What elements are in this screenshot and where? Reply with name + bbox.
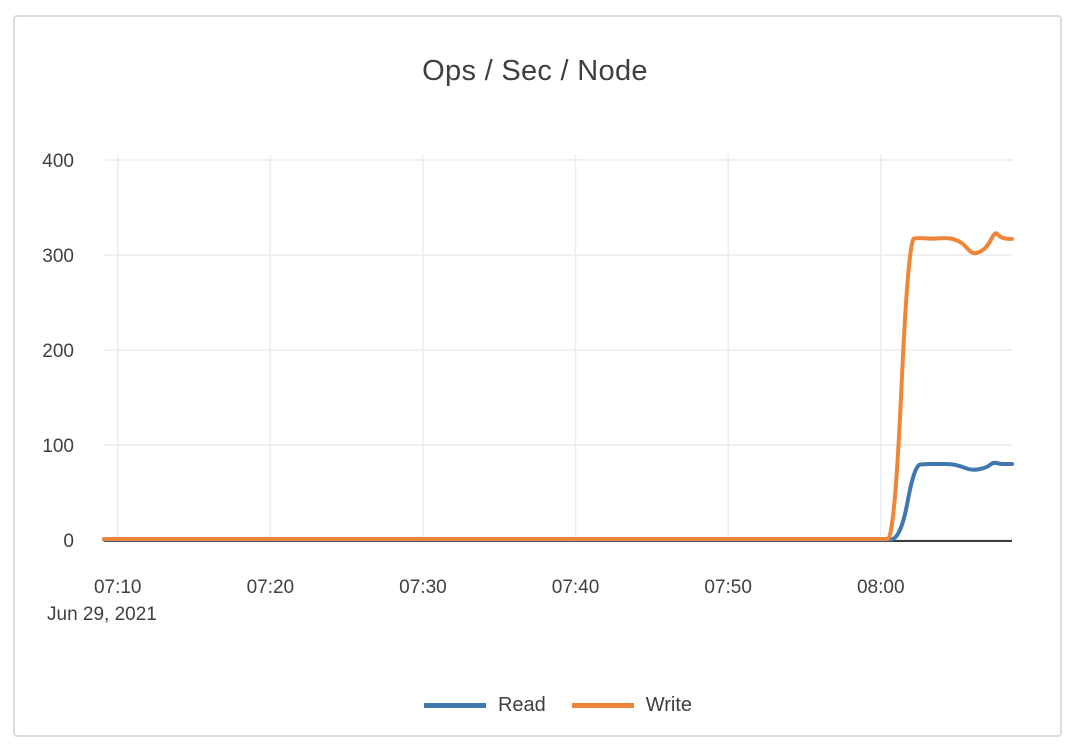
x-tick-label: 07:10: [94, 577, 142, 598]
legend-label: Read: [497, 694, 546, 716]
x-axis-date-label: Jun 29, 2021: [47, 604, 157, 625]
series-line-write: [102, 231, 1014, 542]
legend: Read Write: [104, 694, 1012, 717]
legend-item-write[interactable]: Write: [571, 694, 693, 717]
x-tick-label: 08:00: [857, 577, 905, 598]
legend-item-read[interactable]: Read: [423, 694, 546, 717]
x-tick-label: 07:30: [399, 577, 447, 598]
x-tick-label: 07:20: [247, 577, 295, 598]
write-series-swatch-icon: [571, 703, 634, 708]
read-series-swatch-icon: [423, 703, 486, 708]
x-tick-label: 07:50: [704, 577, 752, 598]
chart-title: Ops / Sec / Node: [422, 55, 648, 87]
legend-label: Write: [645, 694, 693, 716]
y-tick-label: 0: [63, 531, 74, 552]
chart-card: [13, 15, 1062, 737]
y-tick-label: 200: [42, 341, 74, 362]
y-tick-label: 300: [42, 246, 74, 267]
x-tick-label: 07:40: [552, 577, 600, 598]
series-line-read: [102, 460, 1014, 542]
y-tick-label: 400: [42, 151, 74, 172]
y-tick-label: 100: [42, 436, 74, 457]
